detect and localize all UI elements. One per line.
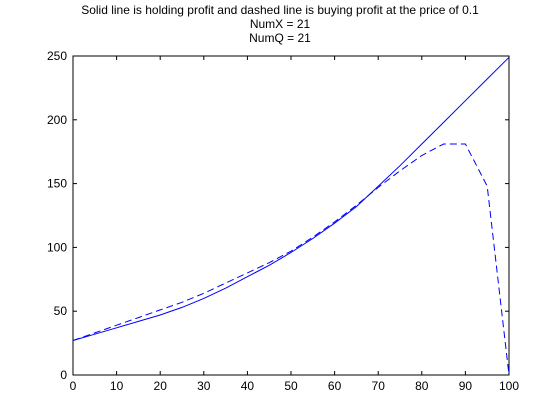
ticks: 0 10 20 30 40 50 60 70 80 90 100 0 50 100 150 200 250 [47,49,519,393]
chart-title-line-3: NumQ = 21 [249,31,311,45]
y-tick-label: 50 [54,304,68,318]
x-tick-label: 100 [499,379,519,393]
series-lines [72,56,510,376]
x-tick-label: 70 [372,379,386,393]
buying-profit-line [72,143,510,376]
y-tick-label: 250 [47,49,67,63]
x-tick-label: 50 [284,379,298,393]
y-tick-label: 100 [47,240,67,254]
chart-title-line-1: Solid line is holding profit and dashed … [81,3,479,17]
holding-profit-line [72,56,510,341]
x-tick-label: 30 [197,379,211,393]
x-tick-label: 0 [70,379,77,393]
plot-frame [72,55,510,376]
x-tick-label: 10 [110,379,124,393]
x-tick-label: 90 [459,379,473,393]
y-tick-label: 200 [47,113,67,127]
x-tick-label: 20 [154,379,168,393]
y-tick-label: 0 [60,368,67,382]
x-tick-label: 60 [328,379,342,393]
y-tick-label: 150 [47,177,67,191]
x-tick-label: 80 [415,379,429,393]
x-tick-label: 40 [241,379,255,393]
axes [72,55,510,376]
chart-title-line-2: NumX = 21 [249,17,311,31]
